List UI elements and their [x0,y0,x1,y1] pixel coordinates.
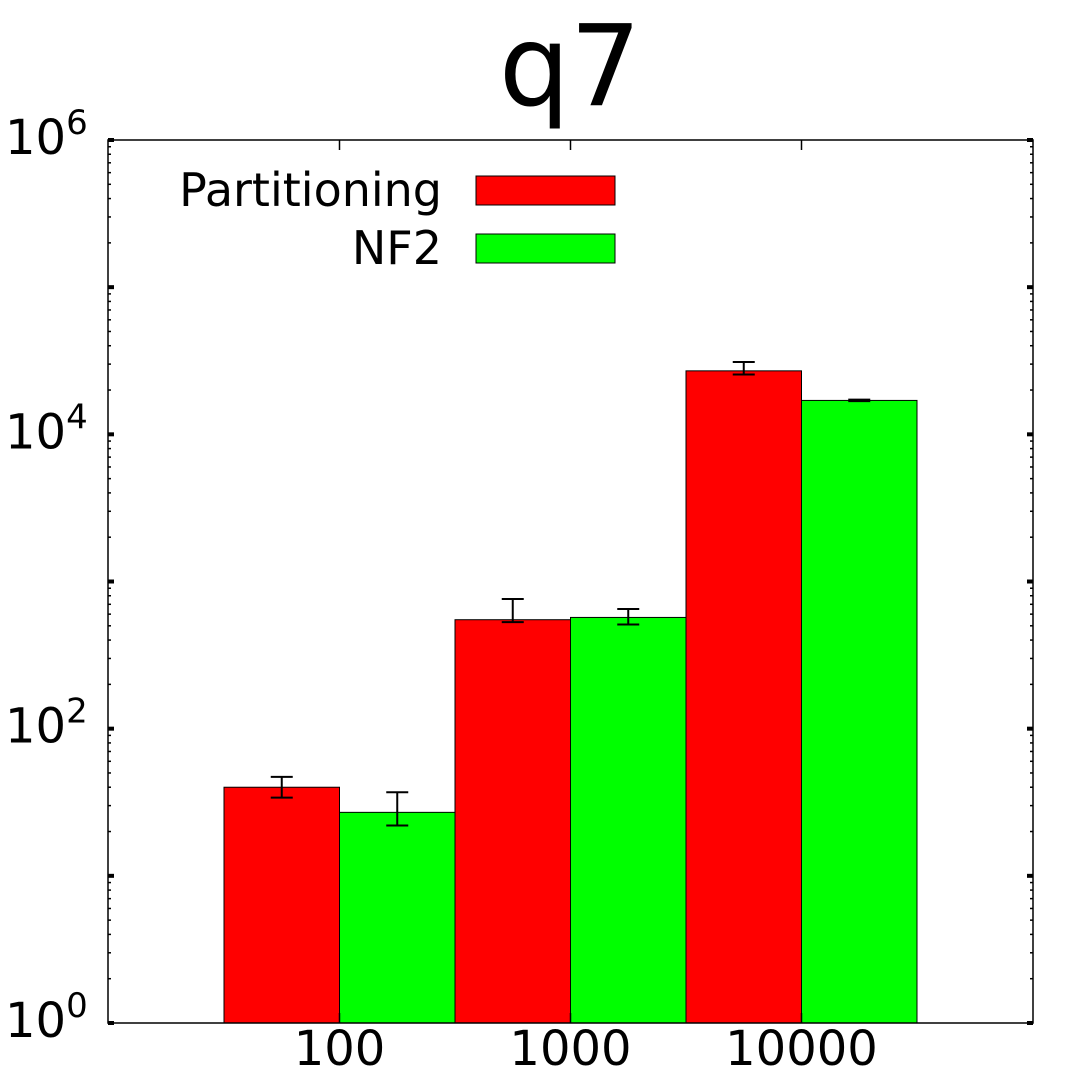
y-tick-label: 102 [5,692,88,755]
legend-label: NF2 [352,221,442,275]
bar-nf2-1000 [570,616,687,1024]
y-tick-base: 10 [5,404,66,460]
bar-partitioning-10000 [685,370,802,1024]
x-tick-label: 10000 [725,1021,878,1077]
y-tick-base: 10 [5,699,66,755]
y-tick-exponent: 2 [66,692,88,732]
y-tick-exponent: 0 [66,986,88,1026]
bars-layer [223,370,918,1024]
error-bars-layer [270,361,871,827]
y-tick-exponent: 6 [66,103,88,143]
legend-swatch [475,175,616,206]
legend-label: Partitioning [179,163,442,217]
y-tick-base: 10 [5,993,66,1049]
bar-nf2-10000 [801,399,918,1024]
chart-title: q7 [499,2,641,132]
bar-partitioning-100 [223,786,340,1024]
bar-nf2-100 [339,811,456,1024]
x-tick-label: 1000 [509,1021,631,1077]
x-tick-label: 100 [294,1021,386,1077]
y-tick-label: 100 [5,986,88,1049]
y-tick-label: 104 [5,397,88,460]
y-tick-label: 106 [5,103,88,166]
legend-swatch [475,233,616,264]
bar-partitioning-1000 [454,619,571,1024]
y-tick-exponent: 4 [66,397,88,437]
y-tick-base: 10 [5,110,66,166]
